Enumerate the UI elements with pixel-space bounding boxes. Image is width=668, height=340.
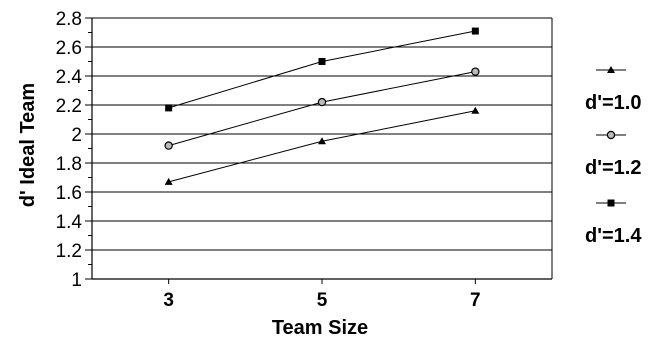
y-tick-label: 2.6: [56, 38, 82, 59]
x-tick-label: 3: [163, 290, 174, 311]
x-tick-label: 5: [317, 290, 328, 311]
series-line: [168, 71, 476, 147]
point-circle: [164, 141, 173, 150]
point-triangle: [318, 137, 326, 145]
y-tick-label: 1.2: [56, 241, 82, 262]
point-circle: [471, 67, 480, 76]
y-tick-label: 2.8: [56, 9, 82, 30]
point-triangle: [471, 106, 480, 114]
gridlines: [92, 17, 552, 251]
y-tick-label: 2.2: [56, 96, 82, 117]
series-line: [168, 30, 476, 109]
series-2: [164, 67, 480, 150]
legend: d'=1.0 d'=1.2 d'=1.4: [585, 66, 642, 247]
y-axis-title: d' Ideal Team: [17, 83, 39, 207]
point-circle: [317, 97, 327, 107]
legend-label: d'=1.0: [585, 92, 641, 114]
x-axis-ticks: 3 5 7: [163, 279, 481, 311]
point-square: [607, 199, 615, 207]
point-triangle: [164, 177, 173, 185]
x-axis-title: Team Size: [272, 317, 368, 339]
y-tick-label: 1: [71, 270, 82, 291]
y-axis-ticks: 1 1.2 1.4 1.6 1.8 2 2.2 2.4 2.6 2.8: [56, 9, 92, 291]
series-1: [164, 106, 480, 185]
point-circle: [606, 130, 616, 140]
series-line: [168, 110, 476, 183]
legend-item-2: d'=1.2: [585, 130, 641, 179]
y-tick-label: 1.8: [56, 154, 82, 175]
y-tick-label: 2: [71, 125, 82, 146]
point-square: [471, 27, 479, 35]
x-tick-label: 7: [470, 290, 481, 311]
y-tick-label: 1.6: [56, 183, 82, 204]
y-tick-label: 2.4: [56, 67, 83, 88]
legend-label: d'=1.2: [585, 157, 641, 179]
axes: [91, 18, 553, 280]
point-square: [318, 58, 326, 65]
legend-item-3: d'=1.4: [585, 199, 642, 247]
y-tick-label: 1.4: [56, 212, 83, 233]
point-square: [165, 104, 173, 112]
legend-label: d'=1.4: [585, 225, 642, 247]
point-triangle: [607, 66, 615, 73]
series-3: [165, 27, 479, 112]
series-group: [164, 27, 480, 185]
legend-item-1: d'=1.0: [585, 66, 641, 114]
